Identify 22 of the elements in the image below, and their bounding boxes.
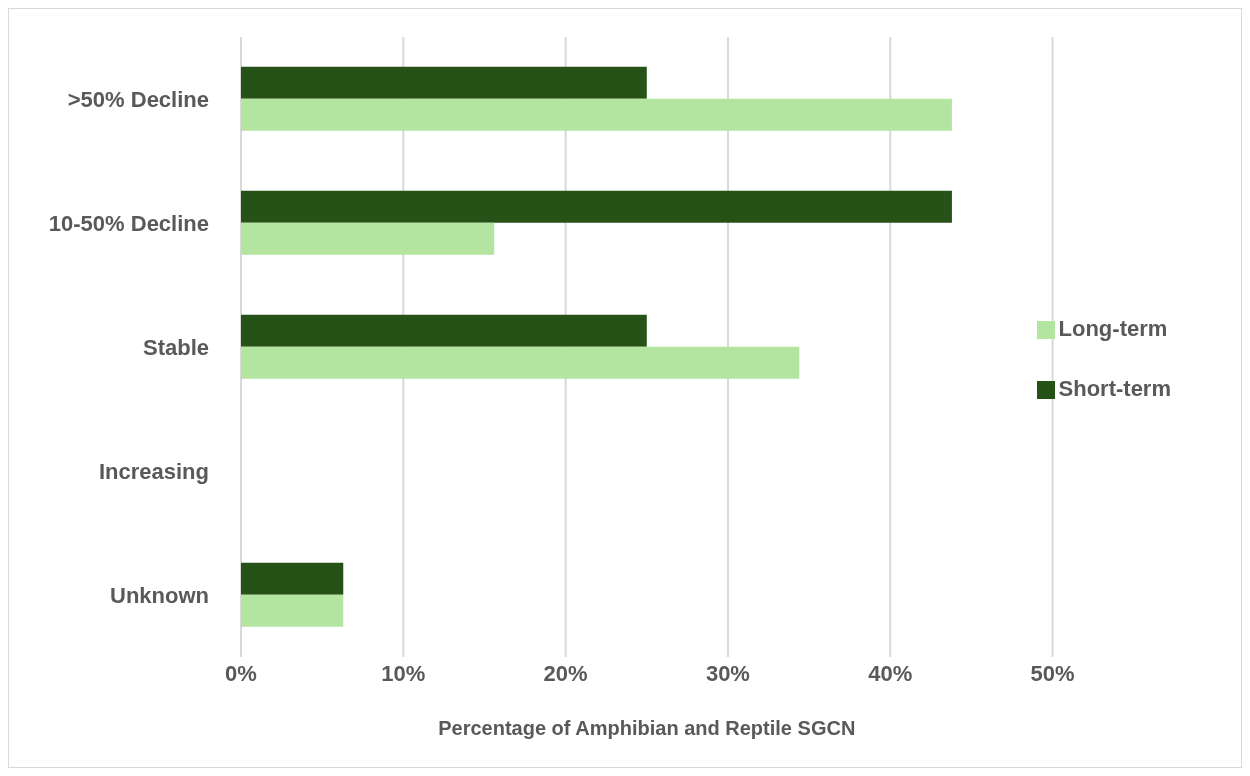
bar <box>241 222 495 255</box>
bar <box>241 562 344 595</box>
y-tick-label: 10-50% Decline <box>48 210 209 236</box>
y-tick-label: Unknown <box>110 582 209 608</box>
x-tick-label: 0% <box>225 660 257 686</box>
bar <box>241 66 647 99</box>
legend-label: Short-term <box>1058 376 1171 401</box>
y-tick-label: Increasing <box>98 458 209 484</box>
bar <box>241 98 952 131</box>
x-tick-label: 10% <box>381 660 426 686</box>
y-tick-label: >50% Decline <box>67 86 209 112</box>
bar <box>241 314 647 347</box>
bar <box>241 594 344 627</box>
x-tick-label: 20% <box>543 660 588 686</box>
x-axis-title: Percentage of Amphibian and Reptile SGCN <box>438 717 856 739</box>
legend-label: Long-term <box>1058 316 1168 341</box>
x-tick-label: 40% <box>868 660 913 686</box>
x-tick-label: 50% <box>1030 660 1075 686</box>
bar <box>241 346 800 379</box>
bar <box>241 190 952 223</box>
x-tick-label: 30% <box>705 660 750 686</box>
y-tick-label: Stable <box>142 334 209 360</box>
